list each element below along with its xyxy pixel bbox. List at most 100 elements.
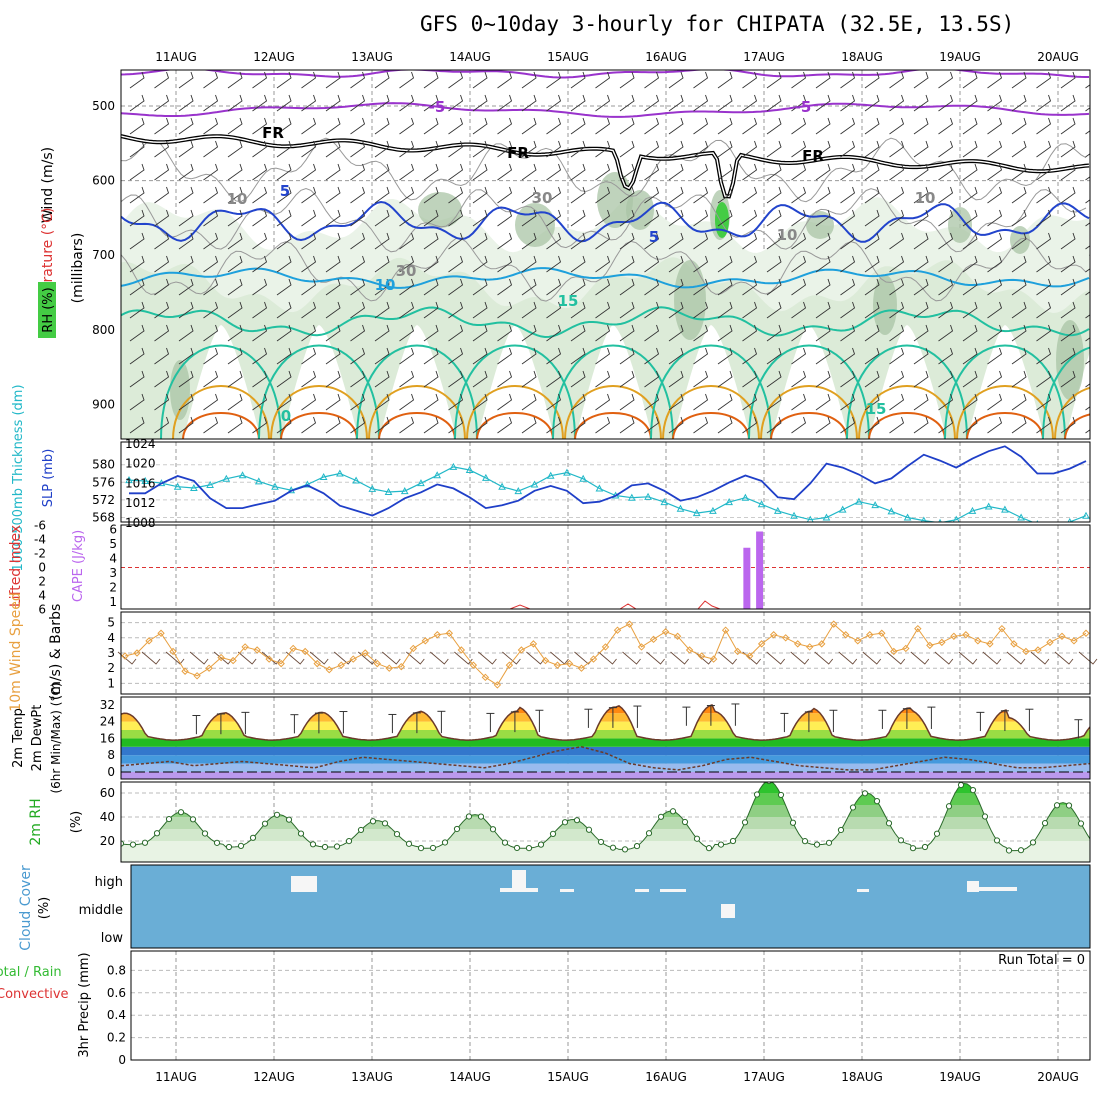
rh-point <box>645 830 653 837</box>
temp-contour-warm <box>270 385 368 439</box>
wind-barb <box>693 94 709 112</box>
wind-barb <box>350 140 366 158</box>
wind-barb <box>546 71 562 89</box>
thickness-point <box>692 509 701 517</box>
wind-tick: 5 <box>107 616 115 630</box>
cloud-cell <box>512 870 526 892</box>
wind-barb <box>1011 117 1027 135</box>
rh-point <box>885 820 893 827</box>
rh-point <box>321 843 329 851</box>
wind-barb <box>938 278 954 296</box>
dry-region <box>673 325 751 439</box>
thickness-point <box>546 471 555 479</box>
wind10-point <box>457 646 466 654</box>
wind-barb <box>546 393 562 411</box>
wind-barb <box>987 209 1003 227</box>
contour-label: 10 <box>227 190 248 208</box>
wind-barb <box>472 94 488 112</box>
li-tick: 0 <box>38 561 46 575</box>
thickness-point <box>125 476 133 484</box>
wind-barb <box>570 393 586 411</box>
wind-barb <box>1060 94 1076 112</box>
thickness-point <box>433 471 442 479</box>
temp-tick: 24 <box>100 715 115 729</box>
wind10-barb <box>333 651 353 665</box>
dry-region <box>771 325 849 439</box>
wind-barb <box>178 301 194 319</box>
wind-barb <box>864 347 880 365</box>
wind-barb <box>962 324 978 342</box>
wind-barb <box>913 163 929 181</box>
cloud-cell <box>979 887 1017 891</box>
wind-barb <box>938 209 954 227</box>
wind-barb <box>840 186 856 204</box>
wind-barb <box>962 163 978 181</box>
wind-barb <box>129 140 145 158</box>
wind-barb <box>129 324 145 342</box>
rh-band <box>121 829 1090 841</box>
wind-barb <box>325 255 341 273</box>
label-cloud: Cloud Cover <box>18 865 34 951</box>
cross-section <box>121 70 1090 439</box>
rh-point <box>273 811 281 818</box>
wind10-point <box>385 664 393 672</box>
rh-point <box>345 838 353 845</box>
wind-barb <box>154 209 170 227</box>
wind10-barb <box>454 651 473 665</box>
thickness-point <box>838 505 847 513</box>
wind-barb <box>742 209 758 227</box>
wind-barb <box>252 117 268 135</box>
wind-barb <box>227 71 243 89</box>
wind10-barb <box>862 651 882 665</box>
wind-barb <box>350 301 366 319</box>
thickness-point <box>676 504 685 512</box>
wind-barb <box>227 232 243 250</box>
wind-barb <box>987 416 1003 434</box>
wind-barb <box>472 163 488 181</box>
wind-barb <box>1011 393 1027 411</box>
wind-barb <box>374 347 390 365</box>
wind-barb <box>350 209 366 227</box>
rh-shade-80 <box>597 172 633 228</box>
rh-point <box>453 825 461 833</box>
wind-barb <box>717 370 733 388</box>
cape-tick: 5 <box>109 537 117 551</box>
rh-point <box>213 839 221 846</box>
wind-barb <box>129 370 145 388</box>
wind-barb <box>1060 393 1076 411</box>
wind-barb <box>374 370 390 388</box>
wind-barb <box>987 140 1003 158</box>
wind-barb <box>766 347 782 365</box>
wind10-point <box>337 661 345 669</box>
wind-barb <box>987 117 1003 135</box>
wind-barb <box>864 278 880 296</box>
precip-tick: 0.8 <box>107 963 126 977</box>
wind-barb <box>448 71 464 89</box>
wind-barb <box>399 278 415 296</box>
wind-barb <box>497 347 513 365</box>
wind-barb <box>987 232 1003 250</box>
wind-barb <box>619 209 635 227</box>
wind-barb <box>448 278 464 296</box>
wind-barb <box>913 94 929 112</box>
wind-barb <box>1060 140 1076 158</box>
wind-barb <box>913 301 929 319</box>
wind-barb <box>913 255 929 273</box>
wind10-point <box>193 672 201 680</box>
wind-barb <box>129 232 145 250</box>
wind-barb <box>1060 416 1076 434</box>
thickness-point <box>368 484 377 492</box>
wind10-barb <box>1054 651 1074 665</box>
rh-point <box>153 830 161 837</box>
wind-barb <box>1060 186 1076 204</box>
wind-barb <box>766 71 782 89</box>
wind-barb <box>889 255 905 273</box>
wind-barb <box>766 232 782 250</box>
wind-barb <box>1060 370 1076 388</box>
wind-barb <box>1085 153 1090 158</box>
wind10-point <box>757 640 766 648</box>
contour-label: FR <box>262 124 284 142</box>
wind-barb <box>301 94 317 112</box>
wind10-point <box>397 662 405 671</box>
wind-barb <box>570 278 586 296</box>
